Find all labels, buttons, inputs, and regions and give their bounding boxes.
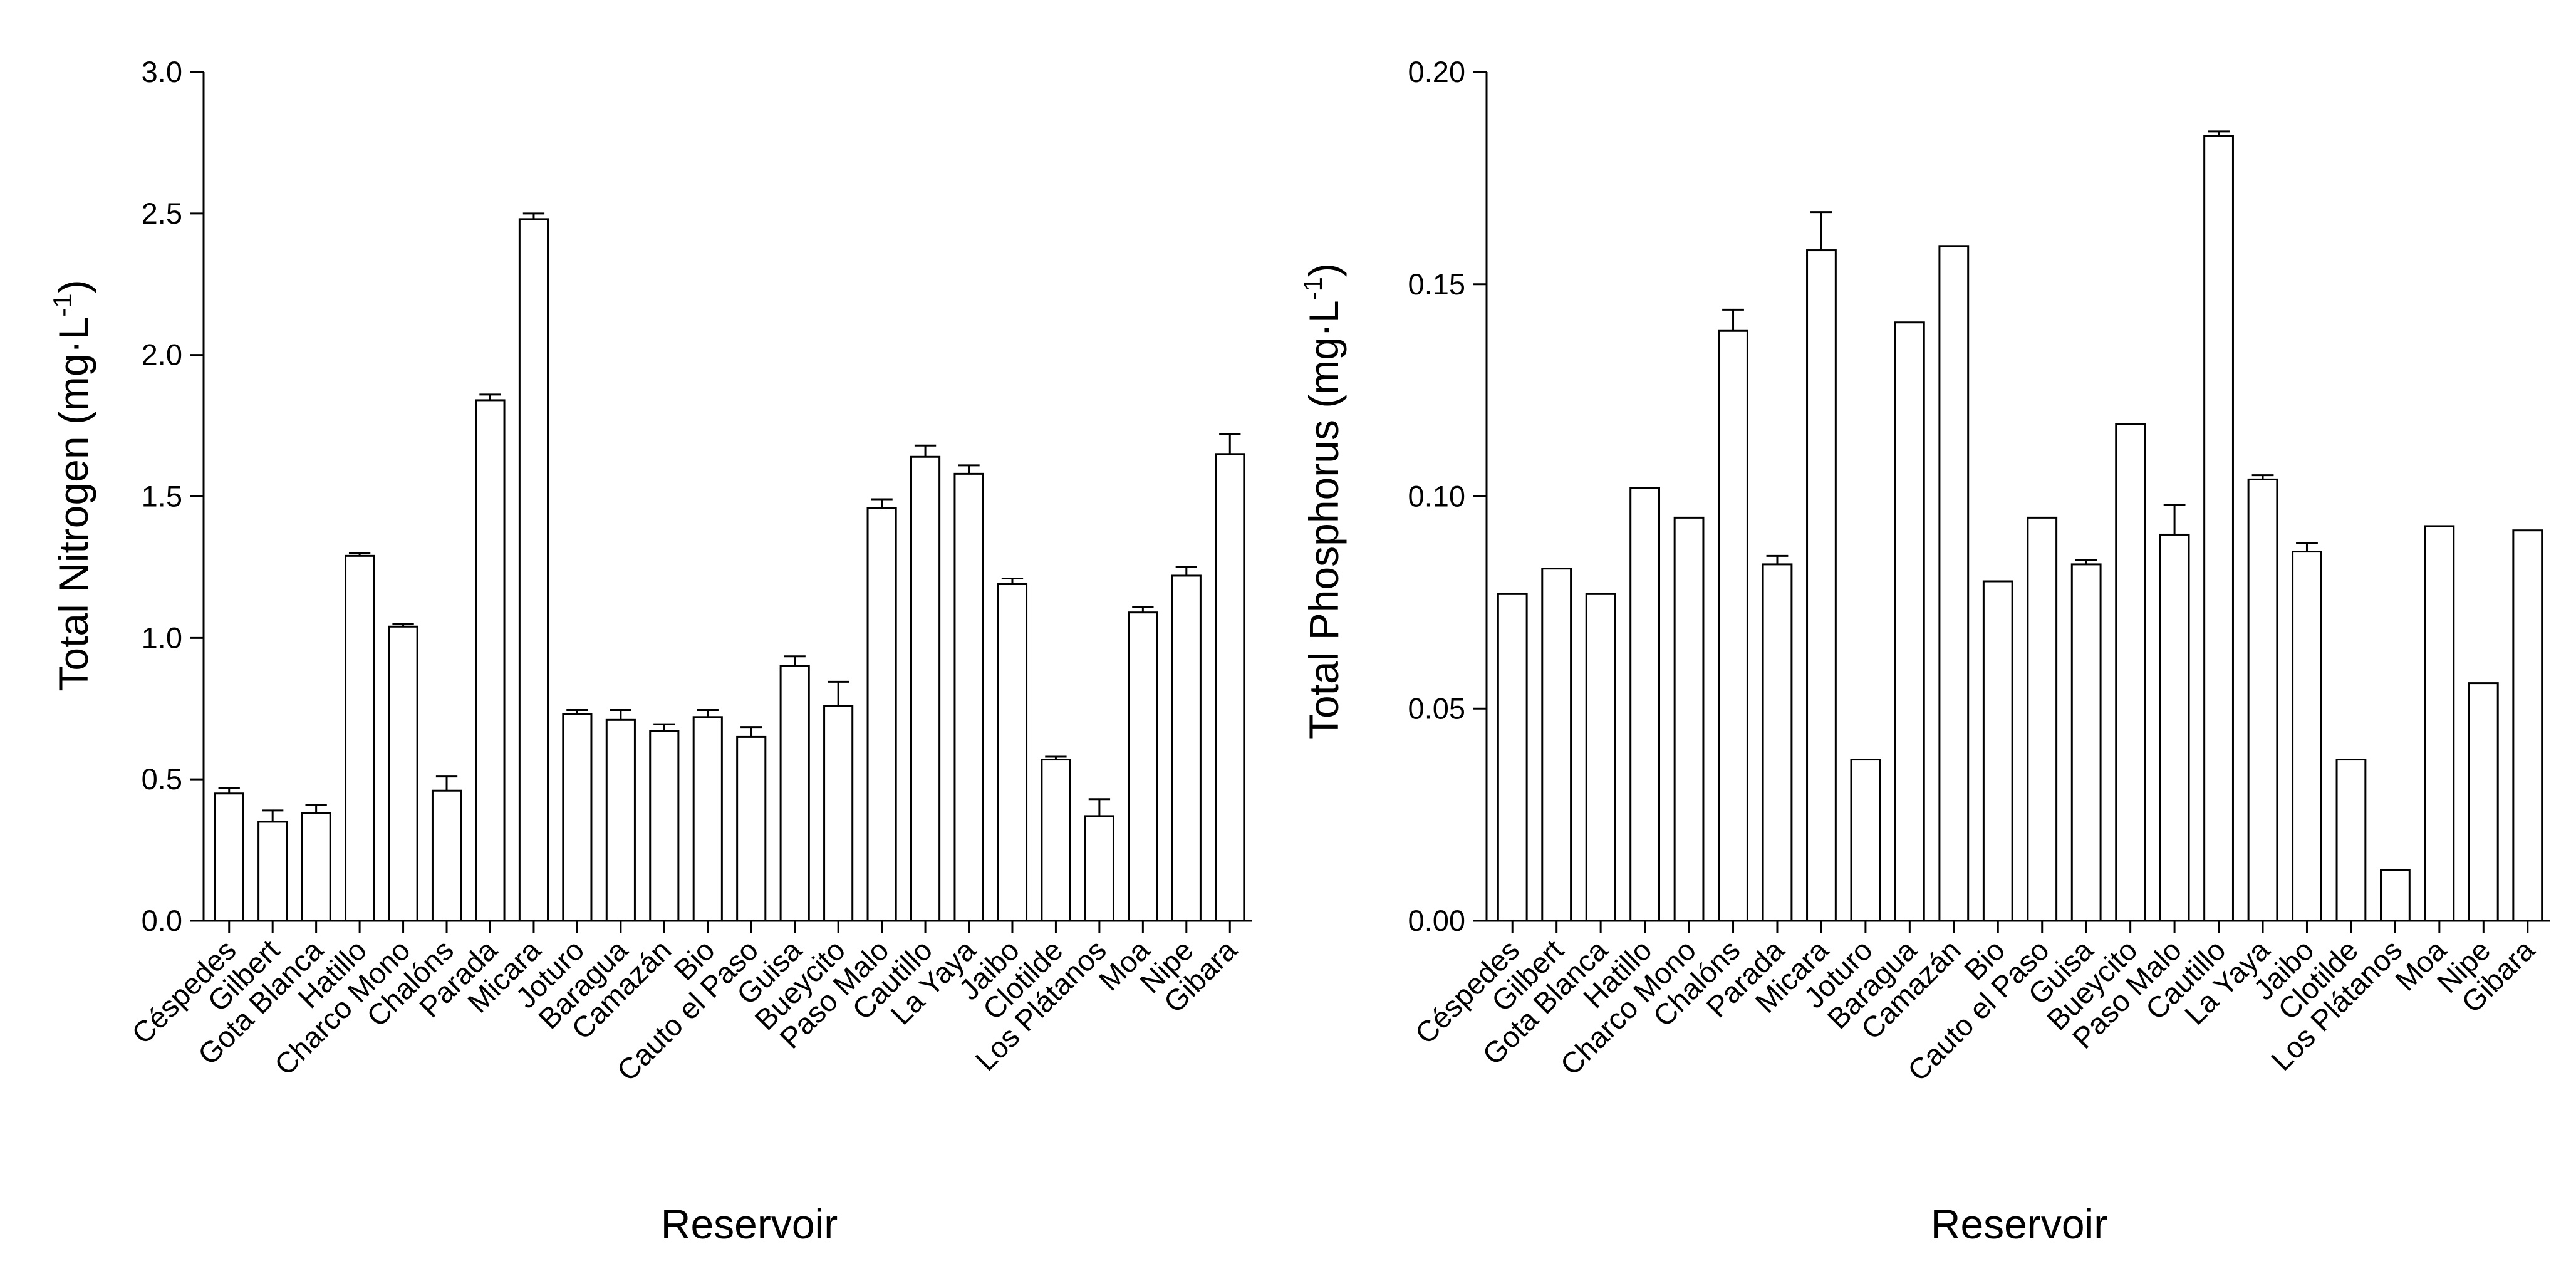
- nitrogen-y-tick-label: 0.0: [142, 904, 182, 937]
- phosphorus-bar: [2115, 423, 2146, 922]
- phosphorus-bar: [2292, 551, 2322, 922]
- phosphorus-bar: [1894, 321, 1925, 922]
- phosphorus-bar: [2468, 682, 2499, 922]
- nitrogen-bar: [475, 399, 506, 922]
- nitrogen-y-tick-label: 2.5: [142, 197, 182, 230]
- phosphorus-bar: [2379, 869, 2411, 922]
- phosphorus-bar: [2424, 525, 2455, 922]
- nitrogen-bar: [779, 665, 810, 922]
- nitrogen-y-tick-label: 1.5: [142, 480, 182, 513]
- nitrogen-bar: [997, 583, 1028, 922]
- phosphorus-bar: [2335, 759, 2367, 922]
- nitrogen-bar: [1084, 815, 1114, 922]
- nitrogen-bar: [910, 455, 941, 922]
- nitrogen-bar: [866, 507, 897, 922]
- nitrogen-bar: [388, 625, 418, 922]
- nitrogen-chart: Total Nitrogen (mg·L-1) Reservoir 0.0 0.5…: [48, 55, 1252, 1247]
- phosphorus-y-axis-title: Total Phosphorus (mg·L-1): [1298, 263, 1347, 739]
- nitrogen-bar: [953, 472, 984, 922]
- nitrogen-bar: [562, 713, 593, 922]
- phosphorus-bar: [1585, 593, 1616, 922]
- nitrogen-bar: [257, 821, 288, 922]
- nitrogen-bar: [1215, 453, 1245, 922]
- nitrogen-x-axis-title: Reservoir: [661, 1201, 838, 1247]
- phosphorus-bar: [1938, 245, 1970, 922]
- nitrogen-bar: [692, 716, 723, 922]
- nitrogen-y-tick-label: 1.0: [142, 621, 182, 654]
- phosphorus-bar: [2027, 516, 2058, 922]
- phosphorus-y-tick-label: 0.20: [1408, 55, 1465, 88]
- phosphorus-bar: [1673, 516, 1705, 922]
- phosphorus-bar: [2247, 478, 2278, 922]
- phosphorus-bar: [1541, 568, 1572, 922]
- nitrogen-bar: [1128, 611, 1158, 922]
- phosphorus-bar: [1762, 563, 1793, 922]
- nitrogen-bar: [605, 718, 636, 922]
- phosphorus-chart: Total Phosphorus (mg·L-1) Reservoir 0.00…: [1298, 55, 2550, 1247]
- nitrogen-bar: [649, 730, 680, 922]
- nitrogen-y-tick-label: 3.0: [142, 55, 182, 88]
- phosphorus-bar: [2203, 135, 2234, 922]
- phosphorus-bar: [2512, 529, 2543, 922]
- phosphorus-bar: [1718, 329, 1748, 922]
- phosphorus-bar: [1629, 487, 1661, 922]
- phosphorus-x-axis-title: Reservoir: [1931, 1201, 2107, 1247]
- phosphorus-y-tick-label: 0.05: [1408, 692, 1465, 725]
- phosphorus-y-tick-label: 0.10: [1408, 480, 1465, 513]
- phosphorus-bar: [2070, 563, 2102, 922]
- nitrogen-bar: [301, 812, 331, 922]
- nitrogen-bar: [345, 554, 375, 922]
- nitrogen-bar: [518, 218, 549, 922]
- nitrogen-y-tick-label: 2.0: [142, 338, 182, 371]
- nitrogen-y-tick-label: 0.5: [142, 762, 182, 796]
- phosphorus-y-tick-label: 0.15: [1408, 267, 1465, 301]
- phosphorus-bar: [1982, 580, 2013, 922]
- phosphorus-bar: [1850, 759, 1881, 922]
- nitrogen-bar: [1041, 759, 1071, 922]
- nitrogen-bar: [1171, 574, 1202, 922]
- phosphorus-bar: [1497, 593, 1528, 922]
- nitrogen-bar: [736, 735, 767, 922]
- nitrogen-bar: [823, 705, 854, 922]
- phosphorus-bar: [2159, 533, 2190, 922]
- nitrogen-bar: [214, 792, 244, 922]
- nitrogen-y-axis-title: Total Nitrogen (mg·L-1): [48, 279, 96, 691]
- phosphorus-y-tick-label: 0.00: [1408, 904, 1465, 937]
- nitrogen-bar: [431, 789, 462, 922]
- phosphorus-bar: [1806, 249, 1837, 922]
